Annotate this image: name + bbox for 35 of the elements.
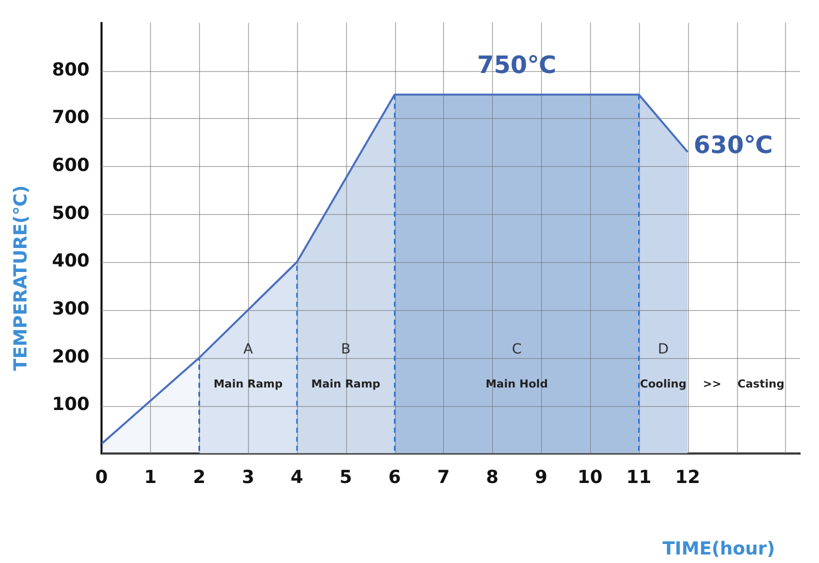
x-tick-label: 6 xyxy=(388,466,401,488)
x-axis-title: TIME(hour) xyxy=(662,538,775,560)
annotation: 630℃ xyxy=(694,131,773,160)
annotation: Main Ramp xyxy=(214,377,283,390)
annotation: >> xyxy=(702,377,722,390)
band-label: D xyxy=(658,342,669,358)
x-tick-label: 2 xyxy=(192,466,206,488)
x-tick-label: 11 xyxy=(626,466,652,488)
annotation: 750℃ xyxy=(477,50,556,79)
x-tick-label: 7 xyxy=(437,466,450,488)
x-tick-label: 1 xyxy=(144,466,157,488)
band-label: C xyxy=(512,342,522,358)
x-tick-label: 10 xyxy=(577,466,603,488)
x-tick-label: 8 xyxy=(486,466,499,488)
band-label: B xyxy=(340,342,351,358)
x-tick-label: 5 xyxy=(340,466,352,488)
y-tick-label: 300 xyxy=(52,298,90,320)
x-tick-label: 0 xyxy=(95,466,108,488)
y-tick-label: 400 xyxy=(52,250,90,272)
annotation: Cooling xyxy=(640,377,686,390)
y-tick-label: 800 xyxy=(52,59,90,80)
x-tick-label: 4 xyxy=(290,466,304,488)
y-axis-title: TEMPERATURE(℃) xyxy=(10,185,32,371)
annotation: Main Hold xyxy=(486,377,548,390)
y-tick-label: 100 xyxy=(52,394,90,416)
annotation: Main Ramp xyxy=(311,377,380,390)
y-tick-label: 500 xyxy=(52,202,90,224)
y-tick-label: 200 xyxy=(52,346,90,368)
y-tick-label: 600 xyxy=(52,155,90,176)
x-tick-label: 12 xyxy=(675,466,700,488)
y-tick-label: 700 xyxy=(52,107,90,128)
band-label: A xyxy=(243,342,254,358)
annotation: Casting xyxy=(738,377,784,390)
x-tick-label: 9 xyxy=(534,466,548,488)
x-tick-label: 3 xyxy=(242,466,254,488)
